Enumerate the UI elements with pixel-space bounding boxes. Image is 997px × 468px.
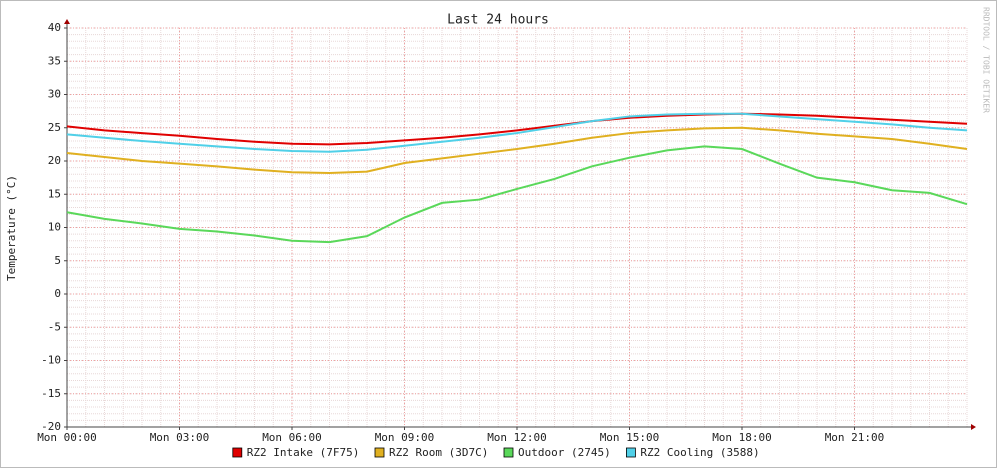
y-tick-label: 20	[48, 154, 61, 167]
legend-swatch	[374, 447, 385, 458]
x-tick-label: Mon 06:00	[262, 431, 322, 444]
x-tick-label: Mon 18:00	[712, 431, 772, 444]
y-tick-label: 40	[48, 21, 61, 34]
y-tick-label: -10	[41, 354, 61, 367]
legend-swatch	[626, 447, 636, 458]
series-line	[66, 145, 968, 244]
y-tick-label: 30	[48, 88, 61, 101]
legend-swatch	[232, 447, 243, 458]
axis-arrow	[971, 424, 976, 430]
y-tick-label: -20	[41, 420, 61, 433]
series-line	[66, 126, 968, 174]
legend-label: RZ2 Intake (7F75)	[247, 446, 360, 459]
x-tick-label: Mon 12:00	[487, 431, 547, 444]
chart-title: Last 24 hours	[447, 13, 549, 28]
axis-arrow	[64, 19, 70, 24]
legend-swatch	[503, 447, 514, 458]
series-line	[66, 112, 968, 153]
legend-label: Outdoor (2745)	[518, 446, 611, 459]
y-tick-label: 35	[48, 54, 61, 67]
legend-label: RZ2 Cooling (3588)	[640, 446, 759, 459]
y-tick-label: -15	[41, 387, 61, 400]
x-tick-label: Mon 15:00	[600, 431, 660, 444]
y-tick-label: 25	[48, 121, 61, 134]
x-tick-label: Mon 21:00	[825, 431, 885, 444]
y-tick-label: 10	[48, 221, 61, 234]
x-tick-label: Mon 03:00	[150, 431, 210, 444]
y-axis-label: Temperature (°C)	[5, 175, 18, 281]
y-tick-label: 0	[54, 287, 61, 300]
x-tick-label: Mon 09:00	[375, 431, 435, 444]
watermark: RRDTOOL / TOBI OETIKER	[982, 7, 991, 113]
y-tick-label: 15	[48, 187, 61, 200]
x-tick-label: Mon 00:00	[37, 431, 97, 444]
legend-label: RZ2 Room (3D7C)	[389, 446, 488, 459]
series-line	[66, 112, 968, 146]
y-tick-label: -5	[48, 320, 61, 333]
y-tick-label: 5	[54, 254, 61, 267]
